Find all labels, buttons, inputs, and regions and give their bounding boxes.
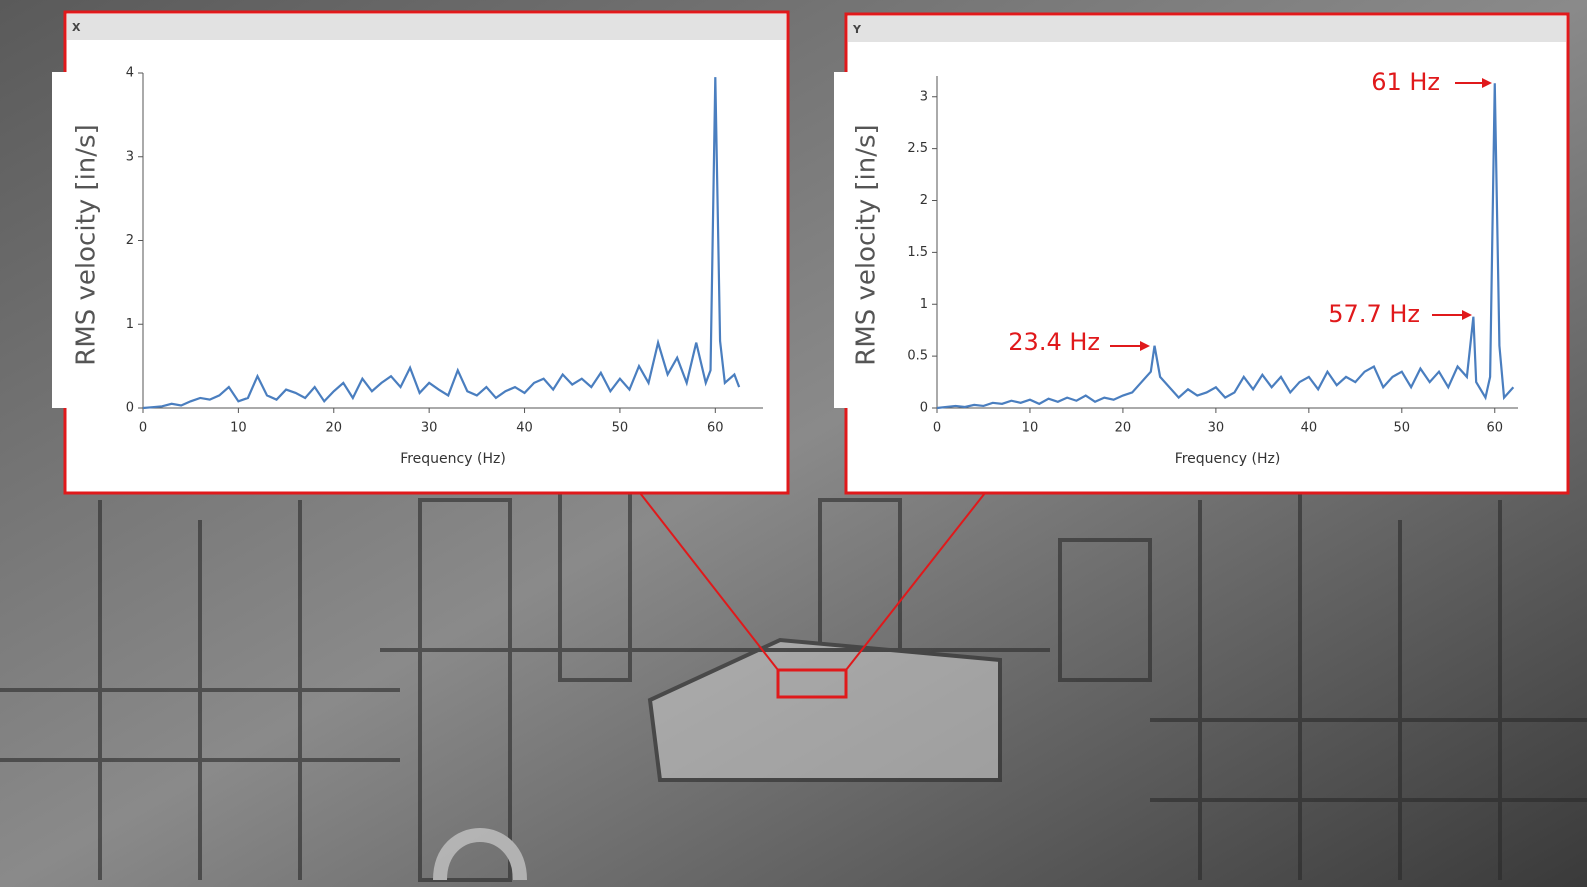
panel [63,10,790,495]
x-tick-label: 10 [1022,421,1039,436]
data-line [142,77,741,410]
callout-line [639,492,779,671]
focus-box [776,668,848,699]
y-tick-label: 4 [126,66,134,81]
arrow-head [1140,341,1150,351]
x-tick-label: 0 [933,421,941,436]
y-tick-label: 3 [920,89,928,104]
annotation: 23.4 Hz [1008,328,1100,356]
title-bar [848,16,1566,42]
arrow-head [1462,310,1472,320]
y-tick-label: 0.5 [907,349,928,364]
x-tick-label: 0 [139,421,147,436]
x-axis-label: Frequency (Hz) [400,451,506,467]
x-tick-label: 40 [1301,421,1318,436]
y-label-backdrop [834,72,906,408]
y-axis-label: RMS velocity [in/s] [852,124,882,365]
x-tick-label: 40 [516,421,533,436]
y-tick-label: 1 [920,297,928,312]
x-axis-label: Frequency (Hz) [1175,451,1281,467]
y-tick-label: 2 [920,193,928,208]
y-tick-label: 2.5 [907,141,928,156]
x-tick-label: 20 [1115,421,1132,436]
callout-line [845,492,986,671]
data-line [936,83,1515,410]
y-tick-label: 2 [126,233,134,248]
annotation: 57.7 Hz [1328,300,1420,328]
x-tick-label: 50 [612,421,629,436]
x-tick-label: 30 [1208,421,1225,436]
x-tick-label: 20 [325,421,342,436]
title-bar [67,14,786,40]
annotation: 61 Hz [1371,68,1440,96]
x-tick-label: 60 [707,421,724,436]
y-tick-label: 1 [126,317,134,332]
x-tick-label: 60 [1486,421,1503,436]
x-tick-label: 50 [1394,421,1411,436]
arrow-head [1482,78,1492,88]
y-tick-label: 0 [126,401,134,416]
x-tick-label: 30 [421,421,438,436]
panel-title: Y [852,23,862,36]
y-axis-label: RMS velocity [in/s] [72,124,102,365]
y-tick-label: 1.5 [907,245,928,260]
y-tick-label: 3 [126,149,134,164]
y-tick-label: 0 [920,401,928,416]
x-tick-label: 10 [230,421,247,436]
y-label-backdrop [52,72,124,408]
panel-title: X [72,21,81,34]
